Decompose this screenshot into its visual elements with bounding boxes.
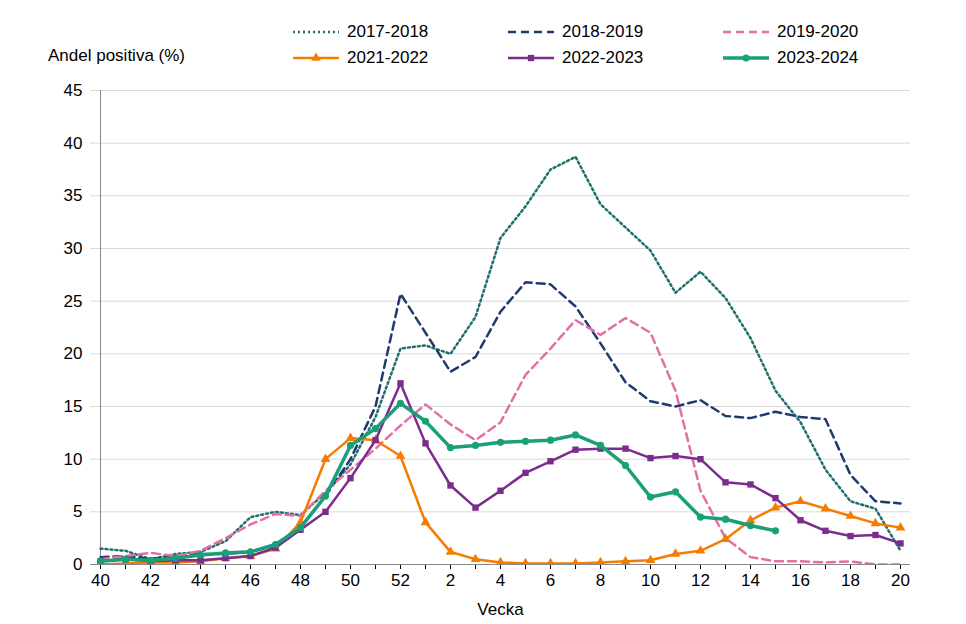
svg-text:52: 52 (391, 571, 410, 590)
svg-text:48: 48 (291, 571, 310, 590)
svg-text:40: 40 (64, 134, 83, 153)
svg-text:20: 20 (64, 344, 83, 363)
svg-text:40: 40 (91, 571, 110, 590)
svg-text:50: 50 (341, 571, 360, 590)
svg-text:15: 15 (64, 397, 83, 416)
svg-text:2: 2 (446, 571, 455, 590)
html-text:Andel positiva (%): Andel positiva (%) (48, 46, 185, 65)
svg-text:46: 46 (241, 571, 260, 590)
svg-text:6: 6 (546, 571, 555, 590)
svg-text:14: 14 (741, 571, 760, 590)
html-text:2021-2022: 2021-2022 (347, 48, 429, 67)
svg-text:20: 20 (891, 571, 910, 590)
svg-text:4: 4 (496, 571, 505, 590)
html-text:2023-2024: 2023-2024 (777, 48, 859, 67)
svg-text:8: 8 (596, 571, 605, 590)
svg-text:12: 12 (691, 571, 710, 590)
svg-text:30: 30 (64, 239, 83, 258)
html-text:2018-2019: 2018-2019 (562, 22, 644, 41)
svg-text:44: 44 (191, 571, 210, 590)
svg-text:25: 25 (64, 292, 83, 311)
svg-text:10: 10 (64, 450, 83, 469)
html-text:2017-2018: 2017-2018 (347, 22, 429, 41)
svg-text:5: 5 (73, 502, 82, 521)
svg-text:18: 18 (841, 571, 860, 590)
svg-text:10: 10 (641, 571, 660, 590)
svg-text:0: 0 (73, 555, 82, 574)
svg-text:Vecka: Vecka (477, 600, 524, 619)
svg-text:16: 16 (791, 571, 810, 590)
svg-text:35: 35 (64, 186, 83, 205)
svg-text:42: 42 (141, 571, 160, 590)
html-text:2022-2023: 2022-2023 (562, 48, 644, 67)
html-text:2019-2020: 2019-2020 (777, 22, 859, 41)
svg-text:45: 45 (64, 81, 83, 100)
